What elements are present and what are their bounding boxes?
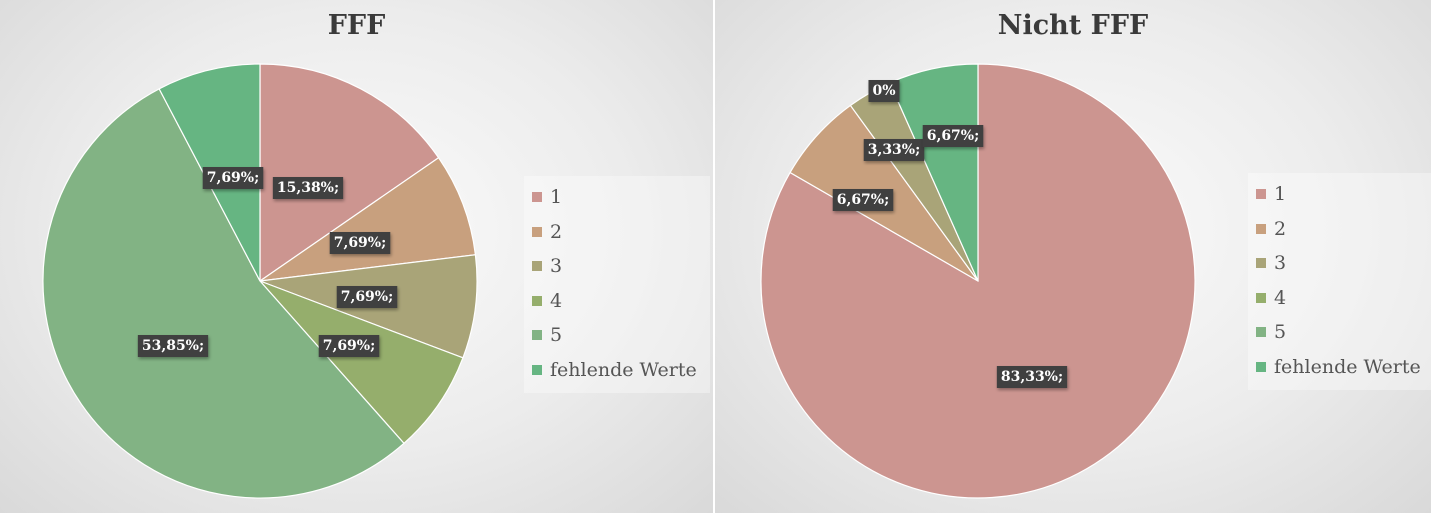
legend-item: fehlende Werte <box>532 353 704 388</box>
legend-label: 1 <box>550 186 563 209</box>
data-label: 83,33%; <box>996 366 1068 388</box>
legend-swatch <box>1256 258 1266 269</box>
legend-item: 3 <box>1256 246 1428 281</box>
legend-item: 5 <box>1256 315 1428 350</box>
data-label: 7,69%; <box>202 167 264 189</box>
legend-item: 4 <box>532 284 704 319</box>
data-label: 6,67%; <box>922 125 984 147</box>
svg-text:53,85%;: 53,85%; <box>142 338 204 354</box>
pie-slice-1 <box>259 63 440 283</box>
data-label: 7,69%; <box>336 286 398 308</box>
chart-panel-fff: FFF 15,38%; 7,69%; 7,69%; 7,69%; 53,85%; 7,69… <box>0 0 713 513</box>
svg-text:83,33%;: 83,33%; <box>1001 369 1063 385</box>
chart-panel-nicht-fff: Nicht FFF 83,33%; 6,67%; 3,33%; 0% 6,67%; 1 2… <box>715 0 1431 513</box>
legend-swatch <box>1256 361 1266 372</box>
legend-label: fehlende Werte <box>1274 355 1421 378</box>
svg-text:7,69%;: 7,69%; <box>207 170 260 186</box>
legend-item: fehlende Werte <box>1256 350 1428 385</box>
legend-label: 2 <box>550 220 563 243</box>
pie-chart-nicht-fff: 83,33%; 6,67%; 3,33%; 0% 6,67%; <box>760 63 1196 499</box>
legend-label: 4 <box>1274 286 1287 309</box>
legend-item: 5 <box>532 318 704 353</box>
pie-slice-5 <box>42 88 405 499</box>
svg-text:7,69%;: 7,69%; <box>334 235 387 251</box>
pie-slice-2 <box>259 156 477 282</box>
legend-item: 1 <box>532 180 704 215</box>
svg-text:7,69%;: 7,69%; <box>323 338 376 354</box>
svg-text:6,67%;: 6,67%; <box>837 192 890 208</box>
data-label: 7,69%; <box>329 232 391 254</box>
svg-text:0%: 0% <box>872 83 895 99</box>
svg-text:15,38%;: 15,38%; <box>277 180 339 196</box>
svg-text:6,67%;: 6,67%; <box>927 128 980 144</box>
legend-swatch <box>532 364 542 375</box>
legend-swatch <box>1256 189 1266 200</box>
legend-label: 3 <box>1274 252 1287 275</box>
legend-item: 2 <box>532 215 704 250</box>
legend-swatch <box>532 192 542 203</box>
data-label: 15,38%; <box>272 177 344 199</box>
legend-label: 3 <box>550 255 563 278</box>
legend-label: 2 <box>1274 217 1287 240</box>
legend-item: 2 <box>1256 212 1428 247</box>
svg-text:7,69%;: 7,69%; <box>341 289 394 305</box>
legend-item: 3 <box>532 249 704 284</box>
legend-label: 1 <box>1274 183 1287 206</box>
legend-label: 4 <box>550 289 563 312</box>
data-label: 0% <box>868 80 900 102</box>
data-label: 6,67%; <box>832 189 894 211</box>
chart-title: Nicht FFF <box>997 10 1149 41</box>
legend-swatch <box>1256 327 1266 338</box>
data-label: 7,69%; <box>318 335 380 357</box>
pie-slice-4 <box>259 280 464 445</box>
legend-swatch <box>1256 292 1266 303</box>
legend-swatch <box>532 261 542 272</box>
legend-label: fehlende Werte <box>550 358 697 381</box>
chart-legend: 1 2 3 4 5 fehlende Werte <box>1248 173 1431 390</box>
chart-legend: 1 2 3 4 5 fehlende Werte <box>524 176 710 393</box>
legend-swatch <box>532 330 542 341</box>
svg-text:3,33%;: 3,33%; <box>868 142 921 158</box>
data-label: 3,33%; <box>863 139 925 161</box>
legend-swatch <box>532 295 542 306</box>
legend-item: 1 <box>1256 177 1428 212</box>
pie-chart-fff: 15,38%; 7,69%; 7,69%; 7,69%; 53,85%; 7,69%; <box>42 63 478 499</box>
chart-title: FFF <box>327 10 386 41</box>
legend-label: 5 <box>1274 321 1287 344</box>
legend-swatch <box>532 226 542 237</box>
legend-label: 5 <box>550 324 563 347</box>
data-label: 53,85%; <box>137 335 209 357</box>
legend-swatch <box>1256 223 1266 234</box>
legend-item: 4 <box>1256 281 1428 316</box>
